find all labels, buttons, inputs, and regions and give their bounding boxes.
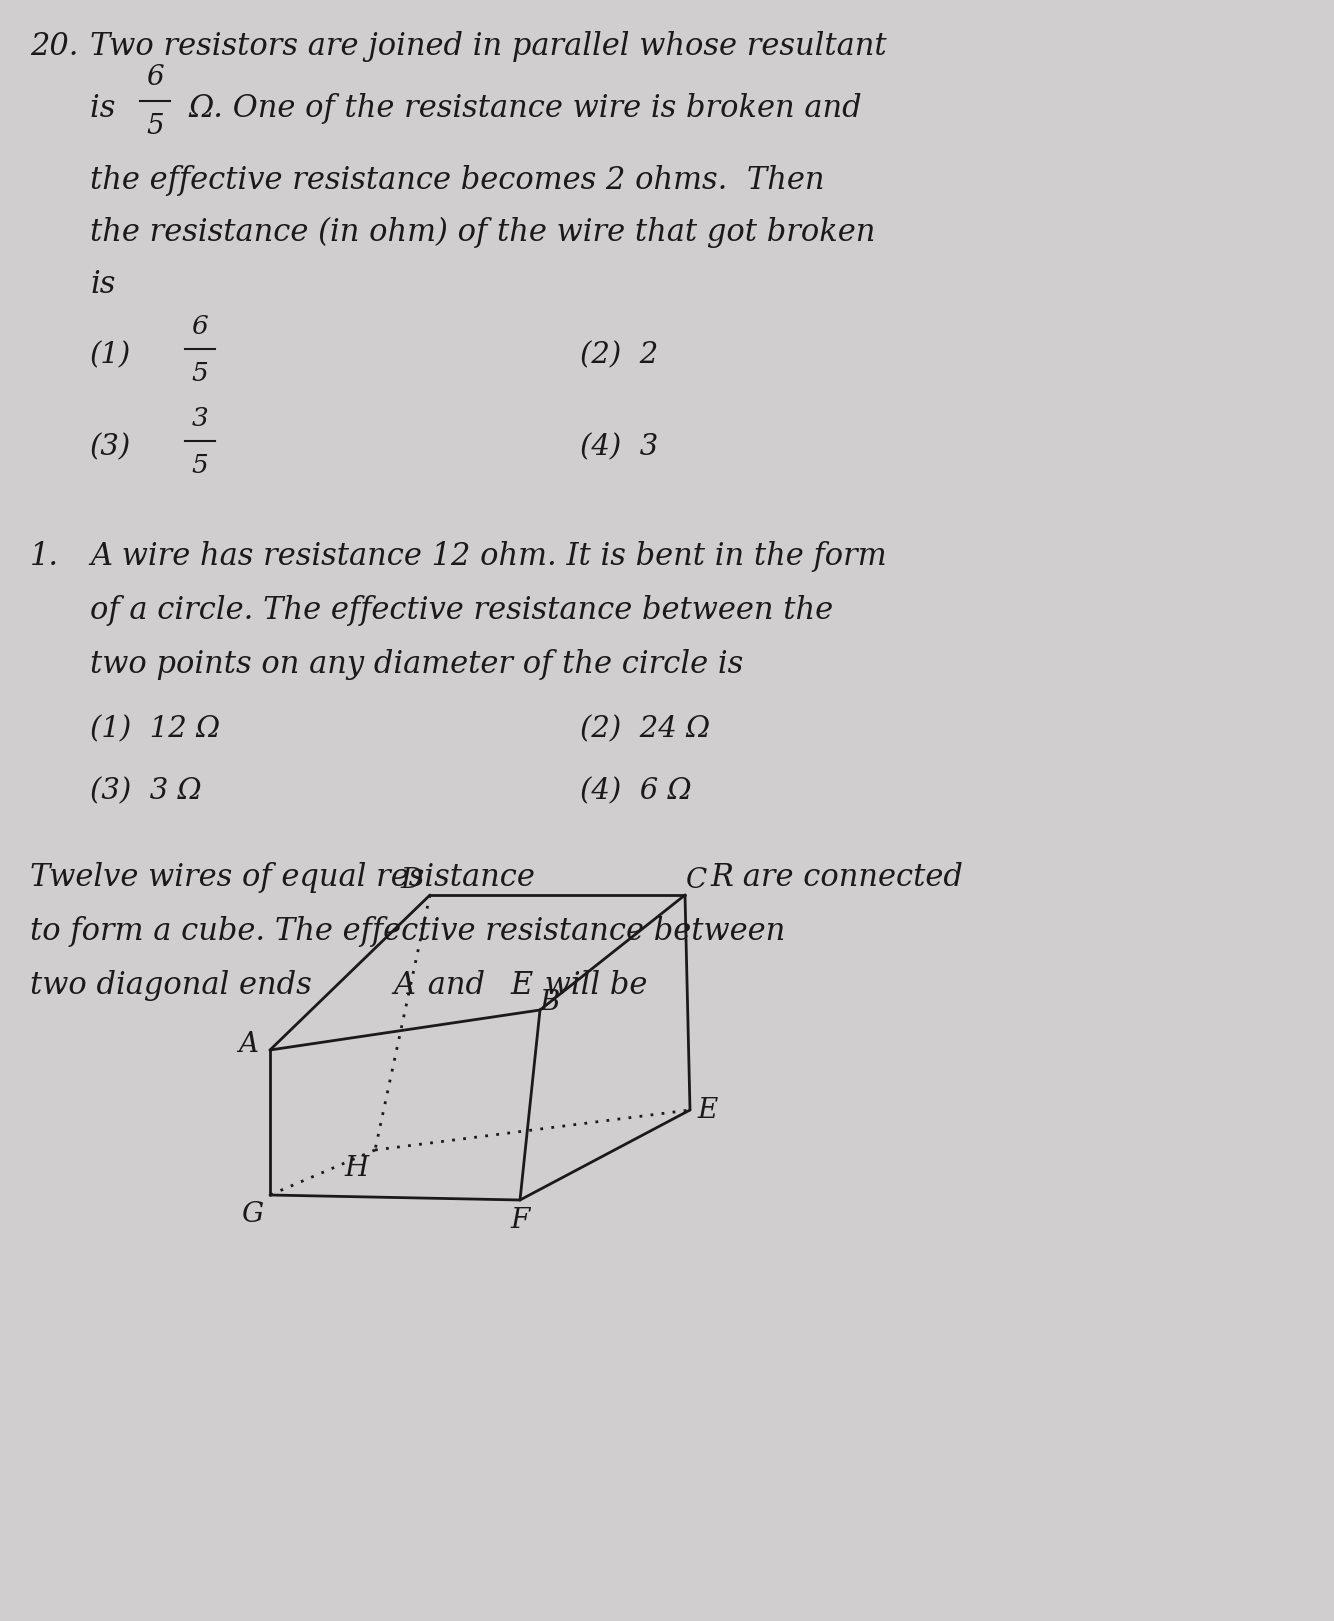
Text: B: B — [540, 989, 560, 1015]
Text: F: F — [511, 1206, 530, 1234]
Text: Twelve wires of equal resistance: Twelve wires of equal resistance — [29, 862, 544, 893]
Text: 5: 5 — [147, 113, 164, 139]
Text: 6: 6 — [147, 63, 164, 91]
Text: A wire has resistance 12 ohm. It is bent in the form: A wire has resistance 12 ohm. It is bent… — [89, 541, 887, 572]
Text: (1): (1) — [89, 340, 131, 370]
Text: A: A — [237, 1031, 257, 1059]
Text: (3): (3) — [89, 433, 131, 460]
Text: D: D — [402, 867, 423, 893]
Text: the effective resistance becomes 2 ohms.  Then: the effective resistance becomes 2 ohms.… — [89, 165, 824, 196]
Text: 5: 5 — [192, 361, 208, 386]
Text: R: R — [710, 862, 732, 893]
Text: (1)  12 Ω: (1) 12 Ω — [89, 715, 220, 742]
Text: to form a cube. The effective resistance between: to form a cube. The effective resistance… — [29, 916, 786, 947]
Text: two points on any diameter of the circle is: two points on any diameter of the circle… — [89, 648, 743, 679]
Text: (2)  24 Ω: (2) 24 Ω — [580, 715, 710, 742]
Text: Two resistors are joined in parallel whose resultant: Two resistors are joined in parallel who… — [89, 31, 887, 62]
Text: two diagonal ends: two diagonal ends — [29, 969, 321, 1002]
Text: is: is — [89, 92, 125, 123]
Text: 1.: 1. — [29, 541, 59, 572]
Text: of a circle. The effective resistance between the: of a circle. The effective resistance be… — [89, 595, 834, 626]
Text: the resistance (in ohm) of the wire that got broken: the resistance (in ohm) of the wire that… — [89, 217, 875, 248]
Text: (2)  2: (2) 2 — [580, 340, 658, 370]
Text: (3)  3 Ω: (3) 3 Ω — [89, 776, 201, 806]
Text: will be: will be — [535, 969, 647, 1002]
Text: H: H — [346, 1154, 370, 1182]
Text: E: E — [698, 1096, 718, 1123]
Text: E: E — [510, 969, 532, 1002]
Text: C: C — [687, 867, 707, 893]
Text: 5: 5 — [192, 452, 208, 478]
Text: (4)  3: (4) 3 — [580, 433, 658, 460]
Text: 20.: 20. — [29, 31, 79, 62]
Text: 3: 3 — [192, 405, 208, 431]
Text: 6: 6 — [192, 314, 208, 339]
Text: G: G — [241, 1201, 263, 1229]
Text: and: and — [418, 969, 495, 1002]
Text: is: is — [89, 269, 115, 300]
Text: (4)  6 Ω: (4) 6 Ω — [580, 776, 691, 806]
Text: Ω. One of the resistance wire is broken and: Ω. One of the resistance wire is broken … — [188, 92, 862, 123]
Text: A: A — [394, 969, 415, 1002]
Text: are connected: are connected — [732, 862, 963, 893]
